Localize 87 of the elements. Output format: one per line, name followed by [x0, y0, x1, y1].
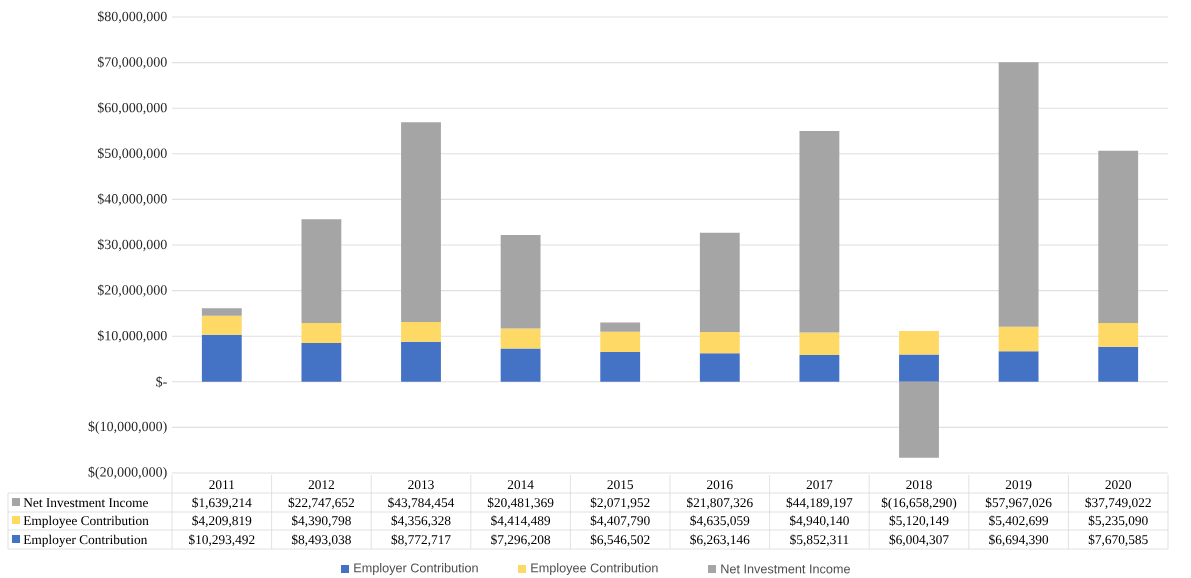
- bar: [1098, 322, 1139, 347]
- y-tick-label: $(10,000,000): [88, 420, 167, 434]
- x-tick-label: 2017: [806, 480, 833, 490]
- bar: [301, 323, 342, 344]
- data-label: $5,120,149: [889, 515, 949, 528]
- data-label: $37,749,022: [1085, 497, 1151, 510]
- data-label: $21,807,326: [687, 497, 753, 510]
- legend-label: Net Investment Income: [23, 498, 148, 508]
- bar: [600, 351, 641, 382]
- text: Employee Contribution: [531, 563, 658, 575]
- data-label: $4,940,140: [789, 515, 849, 528]
- x-tick-label: 2018: [906, 480, 932, 490]
- data-label: $22,747,652: [288, 497, 355, 510]
- data-label: $6,694,390: [989, 534, 1049, 547]
- x-tick-label: 2016: [707, 480, 733, 490]
- x-tick-label: 2020: [1105, 480, 1132, 490]
- bar: [699, 232, 740, 333]
- bar: [201, 308, 242, 316]
- data-label: $5,852,311: [790, 534, 849, 547]
- data-label: $5,402,699: [989, 515, 1049, 528]
- bar: [899, 331, 939, 355]
- data-label: $4,390,798: [291, 515, 351, 528]
- legend-label: Employer Contribution: [23, 534, 148, 547]
- y-tick-label: $50,000,000: [97, 147, 167, 160]
- bar: [699, 332, 740, 354]
- x-tick-label: 2011: [209, 480, 235, 490]
- bar: [600, 331, 641, 352]
- bar: [899, 354, 939, 382]
- y-tick-label: $70,000,000: [97, 56, 167, 69]
- bar: [401, 321, 441, 342]
- data-label: $57,967,026: [985, 497, 1052, 510]
- y-tick-label: $30,000,000: [97, 238, 167, 252]
- data-label: $(16,658,290): [881, 497, 957, 510]
- data-label: $6,263,146: [690, 534, 750, 547]
- bar: [799, 355, 840, 382]
- data-label: $6,546,502: [590, 534, 650, 547]
- data-label: $4,635,059: [690, 515, 750, 528]
- data-label: $5,235,090: [1088, 515, 1148, 528]
- bar: [500, 235, 541, 329]
- data-label: $43,784,454: [388, 497, 455, 510]
- bar: [899, 381, 939, 458]
- bar: [401, 341, 441, 382]
- bar: [998, 351, 1039, 382]
- bar: [401, 122, 441, 322]
- bar: [799, 131, 840, 333]
- text: Net Investment Income: [721, 564, 850, 574]
- data-label: $7,296,208: [491, 534, 551, 547]
- y-tick-label: $-: [156, 376, 167, 388]
- x-tick-label: 2013: [408, 480, 434, 490]
- data-label: $20,481,369: [487, 497, 554, 510]
- x-tick-label: 2015: [607, 480, 634, 490]
- data-label: $6,004,307: [889, 534, 949, 547]
- text: Employer Contribution: [354, 563, 478, 575]
- data-label: $10,293,492: [189, 534, 255, 547]
- data-label: $4,356,328: [391, 515, 451, 528]
- bar: [201, 315, 242, 335]
- bar: [1098, 346, 1139, 382]
- bar: [301, 219, 342, 324]
- bar: [600, 322, 641, 332]
- data-label: $4,414,489: [491, 515, 551, 528]
- bar: [998, 326, 1039, 352]
- bar: [799, 332, 840, 356]
- x-tick-label: 2012: [308, 480, 335, 490]
- y-tick-label: $10,000,000: [97, 330, 167, 343]
- bar: [500, 348, 541, 382]
- bar: [201, 334, 242, 382]
- y-tick-label: $60,000,000: [97, 102, 167, 115]
- y-tick-label: $20,000,000: [97, 284, 167, 297]
- data-label: $44,189,197: [786, 497, 853, 510]
- data-label: $7,670,585: [1088, 534, 1148, 547]
- x-tick-label: 2019: [1005, 480, 1032, 490]
- bar: [998, 62, 1039, 327]
- bar: [1098, 150, 1139, 323]
- x-tick-label: 2014: [507, 480, 534, 490]
- data-label: $8,772,717: [391, 534, 451, 547]
- bar: [500, 328, 541, 349]
- data-label: $1,639,214: [192, 497, 252, 510]
- y-tick-label: $80,000,000: [97, 10, 167, 24]
- y-tick-label: $(20,000,000): [88, 466, 167, 480]
- bar: [699, 353, 740, 382]
- data-label: $8,493,038: [291, 534, 351, 547]
- data-label: $4,407,790: [590, 515, 650, 528]
- data-label: $2,071,952: [590, 497, 650, 510]
- bar: [301, 343, 342, 382]
- data-label: $4,209,819: [192, 515, 252, 528]
- legend-label: Employee Contribution: [23, 515, 149, 528]
- y-tick-label: $40,000,000: [97, 193, 167, 206]
